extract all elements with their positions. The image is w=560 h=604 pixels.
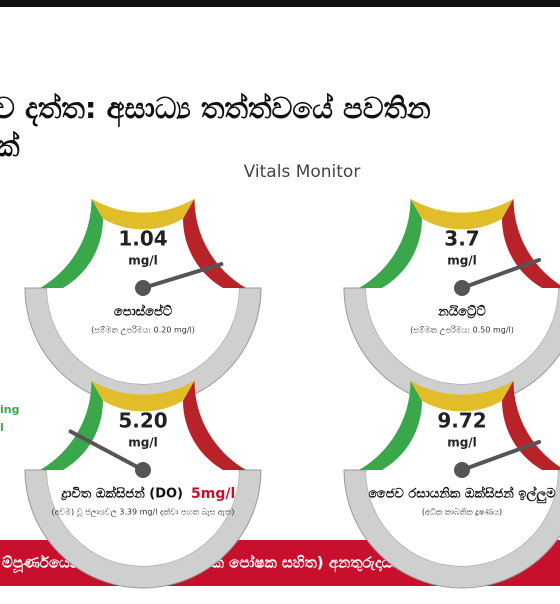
gauge-hub [135, 462, 151, 478]
subtitle: Vitals Monitor [244, 162, 361, 182]
gauge-value: 3.7 [444, 227, 479, 251]
gauge-label-extra: 5mg/l [191, 486, 235, 502]
side-text: l [0, 421, 4, 434]
gauge-value: 9.72 [437, 409, 486, 433]
side-text: ing [0, 403, 19, 416]
gauge-face [366, 470, 558, 566]
gauge-zone [183, 380, 246, 470]
gauge-zone [502, 198, 560, 288]
gauge-value: 5.20 [118, 409, 167, 433]
gauge-hub [454, 280, 470, 296]
gauge-face [47, 470, 239, 566]
gauge-label: ද්‍රාවිත ඔක්සිජන් (DO) [61, 484, 183, 501]
gauge-needle [460, 439, 542, 472]
gauge-label: පොස්පේට් [114, 302, 173, 319]
top-strip [0, 0, 560, 7]
title: ව දත්ත: අසාධ්‍ය තත්ත්වයේ පවතින [0, 91, 431, 128]
gauge-needle [68, 429, 145, 472]
gauge-zone [359, 380, 422, 470]
gauge-zone [183, 198, 246, 288]
gauge-note: (අවම) වූ ජලාශවල 3.39 mg/l දක්වා පහත බැස … [51, 506, 234, 517]
gauge-face [47, 288, 239, 384]
title: ක් [0, 129, 20, 163]
gauge-label: ජෛව රසායනික ඔක්සිජන් ඉල්ලුම [368, 484, 556, 503]
gauge-zone [40, 380, 103, 470]
gauge-face [366, 288, 558, 384]
gauge-note: (සම්මත උපරිමය: 0.20 mg/l) [91, 326, 195, 336]
gauge-needle [141, 262, 224, 290]
gauge-needle [460, 257, 542, 290]
gauge-unit: mg/l [128, 436, 158, 450]
gauge-zone [502, 380, 560, 470]
gauges: 1.04 mg/l පොස්පේට් (සම්මත උපරිමය: 0.20 mg/l… [24, 198, 560, 589]
gauge-unit: mg/l [447, 436, 477, 450]
gauge-note: (සම්මත උපරිමය: 0.50 mg/l) [410, 326, 514, 336]
gauge-unit: mg/l [447, 254, 477, 268]
gauge-zone [91, 198, 195, 230]
gauge-zone [359, 198, 422, 288]
gauge-note: (අධික කාබනික දූෂණය) [422, 508, 502, 518]
gauge-unit: mg/l [128, 254, 158, 268]
gauge-hub [135, 280, 151, 296]
gauge-zone [410, 380, 514, 412]
gauge-hub [454, 462, 470, 478]
gauge-zone [40, 198, 103, 288]
gauge-zone [410, 198, 514, 230]
gauge-zone [91, 380, 195, 412]
gauge-label: නයිට්‍රේට් [437, 303, 486, 319]
gauge-value: 1.04 [118, 227, 167, 251]
